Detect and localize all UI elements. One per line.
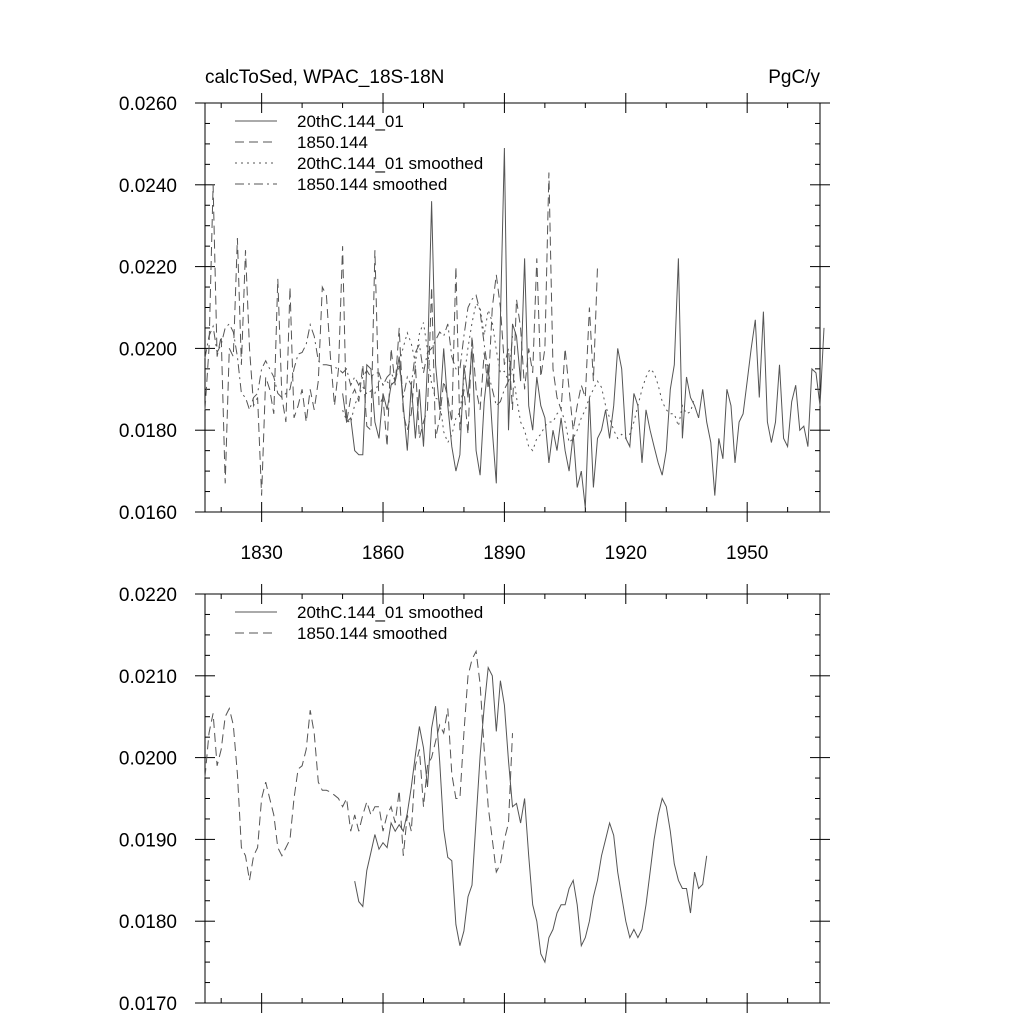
x-tick-label: 1830	[241, 543, 283, 564]
y-tick-label: 0.0180	[119, 421, 177, 442]
series-line-1	[354, 665, 708, 964]
bottom-panel: 0.0170 0.0180 0.0190 0.0200 0.0210 0.0220 20th…	[119, 584, 830, 1015]
y-tick-label: 0.0220	[119, 585, 177, 606]
legend-label: 1850.144	[297, 133, 368, 152]
y-tick-label: 0.0210	[119, 667, 177, 688]
top-panel: calcToSed, WPAC_18S-18N PgC/y 1830 1860 18…	[119, 67, 830, 564]
legend-label: 1850.144 smoothed	[297, 624, 447, 643]
series-line-2	[204, 649, 513, 881]
y-tick-label: 0.0260	[119, 94, 177, 115]
y-tick-label: 0.0170	[119, 994, 177, 1015]
y-tick-label: 0.0240	[119, 176, 177, 197]
x-tick-label: 1890	[483, 543, 525, 564]
y-tick-label: 0.0200	[119, 339, 177, 360]
x-tick-label: 1920	[605, 543, 647, 564]
x-tick-label: 1950	[726, 543, 768, 564]
x-tick-label: 1860	[362, 543, 404, 564]
series-line-2	[204, 172, 598, 496]
legend-label: 20thC.144_01 smoothed	[297, 154, 483, 173]
plot-frame	[204, 593, 821, 1004]
y-tick-label: 0.0180	[119, 912, 177, 933]
series-line-3	[342, 302, 696, 452]
y-tick-label: 0.0190	[119, 830, 177, 851]
series-line-1	[342, 147, 825, 508]
legend-label: 20thC.144_01	[297, 112, 404, 131]
chart-title: calcToSed, WPAC_18S-18N	[205, 67, 444, 88]
legend-label: 1850.144 smoothed	[297, 175, 447, 194]
y-tick-label: 0.0220	[119, 258, 177, 279]
y-tick-label: 0.0200	[119, 749, 177, 770]
units-label: PgC/y	[768, 67, 820, 88]
legend-label: 20thC.144_01 smoothed	[297, 603, 483, 622]
series-line-4	[204, 294, 513, 412]
y-tick-label: 0.0160	[119, 503, 177, 524]
